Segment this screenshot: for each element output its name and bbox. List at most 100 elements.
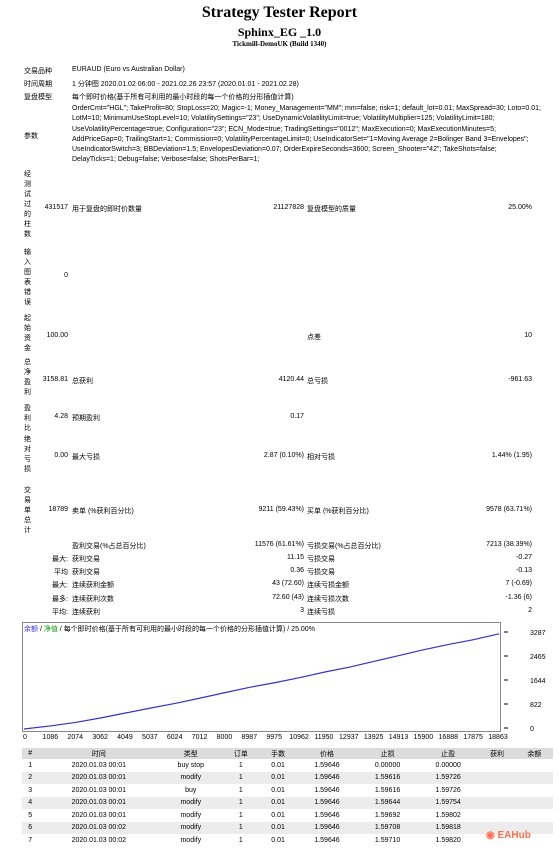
table-cell: modify xyxy=(159,771,223,784)
table-cell xyxy=(478,809,515,822)
netprofit-label: 总净盈利 xyxy=(24,359,31,396)
spread-label: 点差 xyxy=(307,334,321,341)
table-cell: 1.59646 xyxy=(296,771,358,784)
y-tick-label: 3287 xyxy=(530,630,546,637)
mismatch-label: 输入图表错误 xyxy=(24,249,31,306)
x-tick-label: 2074 xyxy=(67,734,83,741)
table-cell: 1 xyxy=(222,821,260,834)
avg-win-value: 3 xyxy=(300,607,304,614)
short-label: 卖单 (%获利百分比) xyxy=(72,508,134,515)
legend-desc: 每个即时价格(基于所有可利用的最小时段的每一个价格的分形插值计算) / 25.0… xyxy=(63,626,315,633)
model-label: 复盘模型 xyxy=(24,94,52,101)
ea-name: Sphinx_EG _1.0 xyxy=(237,25,322,39)
max-profit-label: 获利交易 xyxy=(72,556,100,563)
chart-x-axis: 0 1086 2074 3062 4049 5037 6024 7012 8000 8987 997… xyxy=(23,734,508,741)
table-row: 4 2020.01.03 00:01 modify 1 0.01 1.59646 1.596… xyxy=(22,796,553,809)
chart-legend: 余额 / 净值 / 每个即时价格(基于所有可利用的最小时段的每一个价格的分形插值… xyxy=(24,624,315,634)
watermark-text: EAHub xyxy=(497,830,531,841)
table-cell: 0.01 xyxy=(259,771,297,784)
y-tick-label: 822 xyxy=(530,702,542,709)
cons-win-label: 连续获利金额 xyxy=(72,582,114,589)
reldd-label: 相对亏损 xyxy=(307,454,335,461)
pf-label: 盈利比 xyxy=(24,405,31,432)
table-cell: 1.59708 xyxy=(357,821,418,834)
table-cell xyxy=(478,796,516,809)
table-cell xyxy=(515,821,553,834)
max-profit-value: 11.15 xyxy=(287,554,304,561)
orders-header-2: 类型 xyxy=(159,748,223,759)
table-cell: 2020.01.03 00:02 xyxy=(38,821,160,834)
period-value: 1 分钟图 2020.01.02 06:00 - 2021.02.26 23:5… xyxy=(72,81,299,88)
table-cell: buy stop xyxy=(177,761,205,769)
orders-header-9: 余额 xyxy=(515,748,553,759)
table-cell: 1.59646 xyxy=(314,811,340,819)
loss-trades-label: 亏损交易(%占总百分比) xyxy=(307,543,381,550)
table-cell: 1.59726 xyxy=(417,771,479,784)
profit-trades-label: 盈利交易(%占总百分比) xyxy=(72,543,146,550)
table-cell: modify xyxy=(159,796,223,809)
spread-value: 10 xyxy=(524,332,532,339)
table-cell: 1 xyxy=(238,786,243,794)
grossprofit-value: 4120.44 xyxy=(278,376,304,383)
table-cell: 1.59646 xyxy=(296,796,358,809)
expected-label: 预期盈利 xyxy=(72,415,100,422)
max-label: 最大: xyxy=(52,556,68,563)
table-cell: modify xyxy=(159,821,223,834)
x-tick-label: 13925 xyxy=(364,734,384,741)
orders-header-1: 时间 xyxy=(38,748,160,759)
table-row: 1 2020.01.03 00:01 buy stop 1 0.01 1.59646 0.0… xyxy=(22,759,553,772)
table-cell xyxy=(516,759,553,772)
table-cell: 3 xyxy=(28,786,33,794)
avg2-label: 平均: xyxy=(52,609,68,616)
orders-header-0: # xyxy=(22,748,39,759)
balance-chart xyxy=(22,622,501,732)
avg-label: 平均 xyxy=(54,569,68,576)
table-cell: 2020.01.03 00:01 xyxy=(71,761,127,769)
ticks-value: 21127828 xyxy=(273,204,304,211)
x-tick-label: 4049 xyxy=(117,734,133,741)
server-name: Tickmill-DemoUK (Build 1340) xyxy=(232,40,327,48)
table-cell: 4 xyxy=(22,796,39,809)
period-label: 时间周期 xyxy=(24,81,52,88)
table-cell: 1.59754 xyxy=(417,796,479,809)
table-cell: 1.59818 xyxy=(417,821,479,834)
table-cell: 1 xyxy=(28,761,33,769)
avg-loss2-label: 连续亏损 xyxy=(307,609,335,616)
legend-balance: 余额 xyxy=(24,626,38,633)
x-tick-label: 8000 xyxy=(217,734,233,741)
params-label: 参数 xyxy=(24,133,38,140)
x-tick-label: 3062 xyxy=(92,734,108,741)
table-cell: 1.59692 xyxy=(374,811,401,819)
table-cell: 1 xyxy=(238,836,243,844)
cons-win2-value: 72.60 (43) xyxy=(272,594,304,601)
cons-win2-label: 连续获利次数 xyxy=(72,596,114,603)
x-tick-label: 12937 xyxy=(339,734,359,741)
table-cell: 0.01 xyxy=(271,811,285,819)
table-cell: 2020.01.03 00:01 xyxy=(71,786,127,794)
max-loss-label: 亏损交易 xyxy=(307,556,335,563)
x-tick-label: 7012 xyxy=(192,734,208,741)
deposit-value: 100.00 xyxy=(46,332,68,339)
table-cell: 1.59726 xyxy=(435,786,461,794)
avg-profit-value: 0.36 xyxy=(290,567,304,574)
y-tick-label: 1644 xyxy=(530,678,546,685)
table-cell: 1.59646 xyxy=(296,821,358,834)
grossloss-label: 总亏损 xyxy=(307,378,328,385)
chart-y-axis: 3287 2465 1644 822 0 xyxy=(504,630,546,733)
table-cell: 1.59644 xyxy=(357,796,418,809)
grossloss-value: -961.63 xyxy=(508,376,532,383)
loss-trades-value: 7213 (38.39%) xyxy=(486,541,532,548)
x-tick-label: 9975 xyxy=(266,734,282,741)
trades-label: 交易单总计 xyxy=(24,487,31,534)
max2-label: 最大: xyxy=(52,582,68,589)
table-cell: 1 xyxy=(222,771,260,784)
reldd-value: 1.44% (1.95) xyxy=(491,452,532,459)
table-cell: 1.59646 xyxy=(314,836,340,844)
long-value: 9578 (63.71%) xyxy=(486,506,532,513)
table-row: 3 2020.01.03 00:01 buy 1 0.01 1.59646 1.59616 1… xyxy=(22,784,553,797)
table-cell xyxy=(515,771,553,784)
table-cell: 2020.01.03 00:01 xyxy=(38,771,160,784)
avg-loss-label: 亏损交易 xyxy=(307,569,335,576)
x-tick-label: 17875 xyxy=(463,734,483,741)
x-tick-label: 5037 xyxy=(142,734,158,741)
